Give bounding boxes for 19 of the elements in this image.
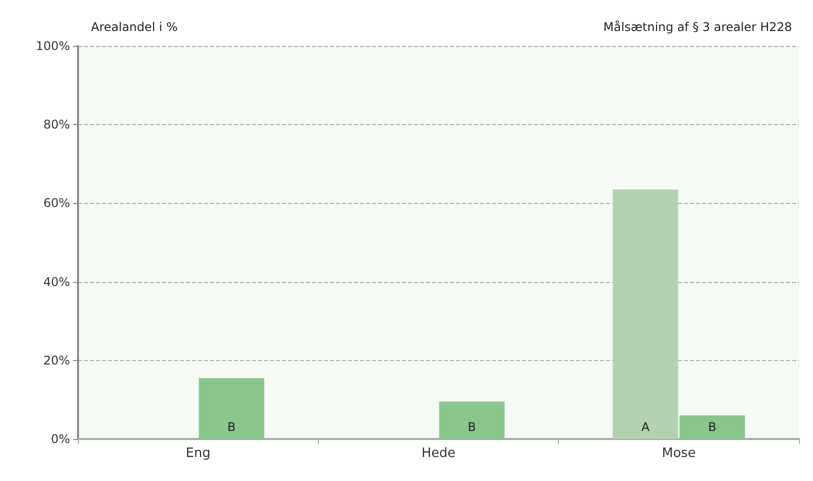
y-tick-label: 40% [43,274,70,289]
y-tick-label: 20% [43,353,70,368]
x-tick-label: Eng [186,446,211,461]
x-tick-label: Hede [421,446,456,461]
chart-title: Målsætning af § 3 arealer H228 [603,20,792,34]
y-tick-label: 0% [50,432,70,446]
y-tick-label: 100% [36,39,70,53]
bar [439,402,505,439]
text: B [468,420,476,434]
y-axis-title: Arealandel i % [91,20,178,34]
bar [679,415,745,439]
y-tick-label: 80% [43,118,70,132]
series-label: B [708,420,716,434]
text: B [227,420,236,434]
series-label: A [641,420,650,434]
bar [612,189,678,439]
x-tick-label: Mose [662,446,696,461]
y-tick-label: 60% [43,196,70,210]
bar [198,378,264,439]
